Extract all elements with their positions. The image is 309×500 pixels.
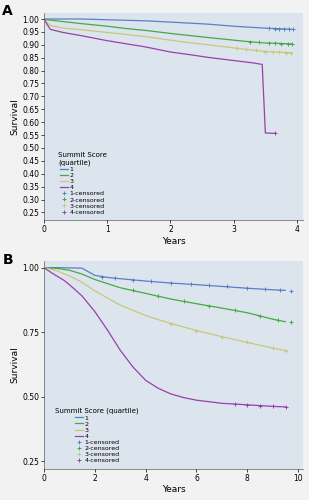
Legend: 1, 2, 3, 4, 1-censored, 2-censored, 3-censored, 4-censored: 1, 2, 3, 4, 1-censored, 2-censored, 3-ce…: [57, 151, 108, 216]
X-axis label: Years: Years: [162, 486, 185, 494]
Y-axis label: Survival: Survival: [10, 346, 19, 384]
Text: A: A: [2, 4, 13, 18]
Y-axis label: Survival: Survival: [10, 98, 19, 134]
Text: B: B: [2, 253, 13, 267]
Legend: 1, 2, 3, 4, 1-censored, 2-censored, 3-censored, 4-censored: 1, 2, 3, 4, 1-censored, 2-censored, 3-ce…: [54, 406, 140, 465]
X-axis label: Years: Years: [162, 237, 185, 246]
